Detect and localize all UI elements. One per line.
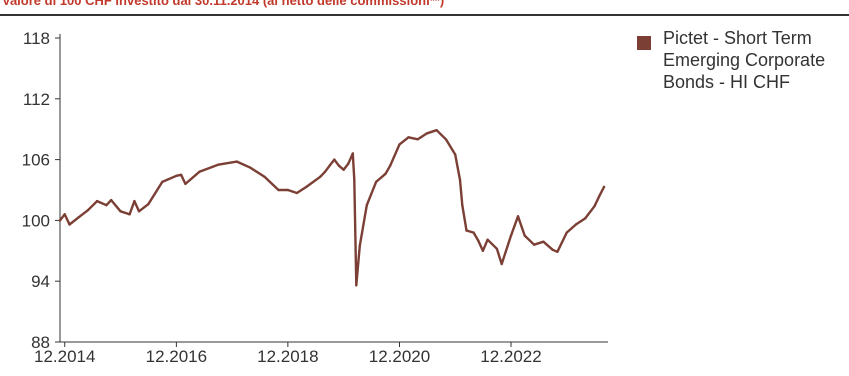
data-point — [161, 180, 164, 184]
data-point — [305, 185, 308, 189]
data-point — [277, 188, 280, 192]
data-point — [328, 164, 331, 167]
data-point — [358, 244, 361, 247]
data-point — [86, 209, 90, 212]
data-point — [347, 162, 350, 165]
data-point — [384, 172, 387, 175]
data-point — [198, 170, 201, 173]
data-point — [355, 284, 358, 287]
data-point — [353, 178, 356, 182]
data-point — [286, 188, 290, 192]
data-point — [565, 231, 568, 234]
data-point — [175, 174, 178, 177]
data-point — [523, 234, 526, 237]
x-tick-label: 12.2014 — [34, 347, 95, 366]
data-point — [542, 240, 545, 243]
data-point — [216, 163, 220, 166]
data-point — [263, 175, 266, 178]
data-point — [598, 194, 601, 198]
data-point — [532, 243, 536, 246]
data-point — [249, 166, 252, 169]
data-point — [465, 229, 468, 232]
data-point — [556, 250, 559, 253]
data-point — [137, 210, 141, 213]
data-point — [235, 160, 239, 163]
data-point — [500, 262, 503, 266]
data-point — [110, 198, 113, 202]
data-point — [486, 238, 489, 241]
data-point — [389, 164, 392, 167]
legend-swatch — [637, 36, 651, 50]
data-point — [333, 158, 336, 161]
data-point — [128, 213, 131, 216]
chart-title: Valore di 100 CHF investito dal 30.11.20… — [2, 0, 445, 8]
data-point — [477, 239, 480, 242]
y-tick-label: 112 — [23, 90, 50, 109]
data-point — [593, 205, 596, 208]
x-tick-label: 12.2018 — [257, 347, 318, 366]
data-point — [323, 170, 327, 173]
data-point — [374, 180, 378, 184]
legend-label: Pictet - Short Term Emerging Corporate B… — [663, 28, 826, 92]
data-point — [574, 223, 578, 226]
data-point — [461, 204, 464, 207]
data-point — [454, 153, 457, 156]
series-line — [58, 129, 606, 287]
data-point — [319, 175, 322, 178]
data-point — [407, 136, 410, 139]
data-point — [472, 231, 475, 234]
data-point — [481, 249, 485, 252]
data-point — [295, 191, 299, 195]
data-point — [602, 185, 606, 189]
data-point — [63, 213, 66, 216]
x-tick-label: 12.2020 — [369, 347, 430, 366]
data-point — [444, 138, 448, 141]
data-point — [365, 204, 368, 207]
data-point — [68, 223, 71, 226]
x-tick-label: 12.2016 — [146, 347, 207, 366]
data-point — [509, 234, 513, 237]
y-tick-label: 94 — [31, 272, 50, 291]
data-point — [184, 182, 187, 186]
data-point — [435, 129, 438, 132]
data-point — [495, 247, 499, 250]
data-point — [416, 138, 419, 141]
data-point — [516, 215, 520, 218]
data-point — [179, 173, 183, 176]
data-point — [133, 199, 136, 203]
data-point — [551, 248, 554, 251]
y-tick-label: 106 — [22, 151, 50, 170]
x-tick-label: 12.2022 — [480, 347, 541, 366]
data-point — [398, 143, 401, 146]
data-point — [105, 204, 108, 207]
data-point — [337, 164, 341, 167]
data-point — [147, 203, 150, 206]
data-point — [95, 199, 99, 203]
chart-header-bar: Valore di 100 CHF investito dal 30.11.20… — [0, 0, 849, 16]
data-point — [584, 217, 587, 220]
data-point — [58, 219, 62, 222]
y-tick-label: 88 — [31, 333, 50, 352]
y-tick-label: 100 — [22, 211, 50, 230]
data-point — [77, 216, 80, 219]
data-point — [342, 168, 345, 171]
y-tick-label: 118 — [23, 29, 50, 48]
data-point — [351, 152, 354, 155]
data-point — [119, 210, 122, 213]
data-point — [458, 178, 462, 182]
data-point — [425, 132, 429, 135]
